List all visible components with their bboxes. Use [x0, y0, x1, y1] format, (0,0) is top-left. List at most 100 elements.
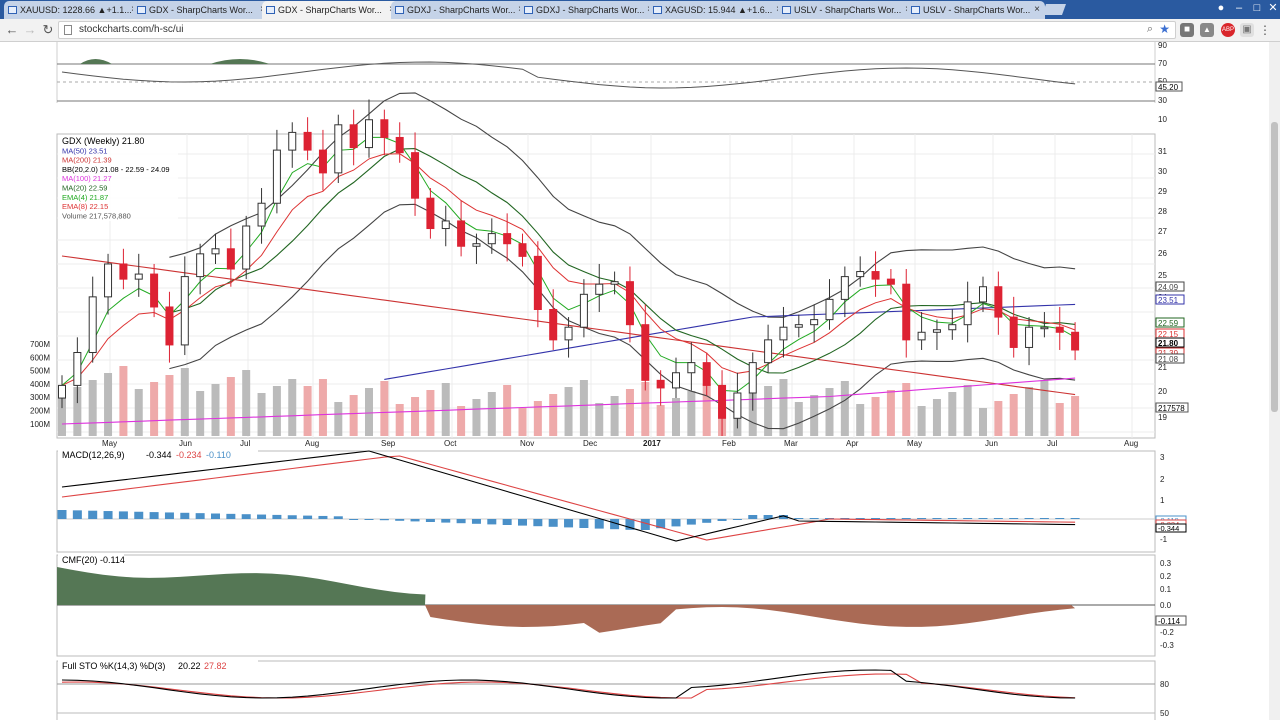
extension-icon[interactable]: ■ [1180, 23, 1194, 37]
volume-bar [886, 390, 895, 436]
macd-axis-tick: 2 [1160, 475, 1165, 484]
volume-bar [810, 395, 819, 436]
macd-histogram-bar [963, 518, 973, 519]
browser-tab[interactable]: GDXJ - SharpCharts Wor...× [391, 1, 529, 19]
macd-histogram-bar [855, 518, 865, 519]
macd-histogram-bar [1009, 518, 1019, 519]
macd-histogram-bar [272, 514, 282, 519]
price-candle [825, 298, 834, 321]
browser-tab[interactable]: USLV - SharpCharts Wor...× [907, 1, 1045, 19]
volume-bar [288, 379, 297, 436]
ma50-line [384, 303, 1076, 380]
rsi-line [61, 61, 1076, 89]
close-window-button[interactable]: ✕ [1268, 2, 1278, 14]
price-candle [104, 263, 113, 298]
price-candle [810, 319, 819, 326]
price-candle [58, 384, 66, 399]
price-candle [1040, 326, 1049, 330]
ma100-line [61, 377, 1076, 425]
volume-bar [88, 380, 97, 436]
volume-bar [979, 408, 987, 436]
price-candle [472, 243, 481, 247]
volume-bar [180, 368, 189, 436]
price-candle [533, 255, 542, 310]
minimize-button[interactable]: – [1235, 2, 1243, 14]
price-candle [687, 362, 696, 374]
price-candle [871, 271, 880, 280]
x-axis-label: May [907, 439, 922, 448]
macd-histogram-bar [871, 518, 881, 519]
vertical-scrollbar[interactable] [1269, 42, 1280, 720]
volume-bar [1040, 380, 1049, 436]
price-axis-tick: 20 [1158, 387, 1167, 396]
tab-favicon-icon [653, 6, 662, 14]
price-candle [917, 331, 926, 341]
price-candle [150, 273, 159, 308]
volume-bar [487, 392, 496, 436]
stoch-d-line [61, 673, 1076, 699]
ma20-line [169, 148, 1076, 374]
sto-legend-k: 20.22 [178, 661, 201, 671]
browser-tab[interactable]: GDX - SharpCharts Wor...× [133, 1, 271, 19]
volume-bar [272, 386, 281, 436]
macd-histogram-bar [1039, 518, 1049, 519]
volume-bar [1071, 396, 1080, 436]
price-candle [272, 149, 281, 204]
forward-arrow-icon[interactable]: → [23, 22, 37, 37]
legend-entry: MA(200) 21.39 [62, 156, 112, 165]
x-axis-label: Aug [1124, 439, 1138, 448]
volume-bar [303, 386, 312, 436]
macd-histogram-bar [640, 519, 650, 530]
x-axis-label: Feb [722, 439, 736, 448]
scrollbar-thumb[interactable] [1271, 122, 1278, 412]
macd-histogram-bar [211, 513, 220, 519]
tab-close-icon[interactable]: × [1034, 4, 1040, 15]
menu-kebab-icon[interactable]: ⋮ [1259, 23, 1271, 37]
maximize-button[interactable]: □ [1253, 2, 1261, 14]
url-input[interactable]: stockcharts.com/h-sc/ui ⌕ ★ [58, 21, 1176, 39]
volume-bar [518, 408, 527, 436]
extension-two-icon[interactable]: ▲ [1200, 23, 1214, 37]
cmf-right-label: -0.114 [1158, 617, 1181, 626]
profile-icon[interactable]: ● [1217, 2, 1225, 14]
macd-histogram-bar [195, 513, 205, 519]
price-candle [334, 124, 343, 174]
volume-bar [119, 366, 128, 436]
volume-bar [104, 373, 113, 436]
volume-bar [579, 380, 588, 436]
price-axis-tick: 31 [1158, 147, 1167, 156]
volume-bar [457, 406, 466, 436]
price-axis-tick: 28 [1158, 207, 1167, 216]
macd-legend-value: -0.344 [146, 450, 172, 460]
macd-histogram-bar [1070, 518, 1080, 519]
volume-bar [242, 370, 251, 436]
price-candle [303, 131, 312, 151]
price-candle [902, 283, 911, 341]
macd-histogram-bar [88, 510, 98, 519]
tab-favicon-icon [8, 6, 17, 14]
back-arrow-icon[interactable]: ← [5, 22, 19, 37]
macd-histogram-bar [518, 519, 527, 526]
volume-bar [73, 387, 82, 436]
bookmark-star-icon[interactable]: ★ [1159, 22, 1170, 36]
browser-tab[interactable]: XAUUSD: 1228.66 ▲+1.1...× [4, 1, 142, 19]
rsi-axis-tick: 10 [1158, 115, 1167, 124]
macd-histogram-bar [809, 518, 819, 519]
adblock-icon[interactable]: ABP [1221, 23, 1235, 37]
browser-tab[interactable]: GDXJ - SharpCharts Wor...× [520, 1, 658, 19]
cast-icon[interactable]: ▣ [1240, 23, 1254, 37]
volume-axis-tick: 100M [30, 420, 50, 429]
stochastic-panel: 80 50 Full STO %K(14,3) %D(3) 20.22 27.82 [56, 660, 1169, 725]
macd-histogram-bar [778, 515, 788, 519]
sto-legend-title: Full STO %K(14,3) %D(3) [62, 661, 165, 671]
browser-tab[interactable]: GDX - SharpCharts Wor...× [262, 1, 400, 20]
price-panel-frame [56, 133, 1156, 439]
reload-icon[interactable]: ↻ [42, 22, 54, 37]
browser-tab[interactable]: USLV - SharpCharts Wor...× [778, 1, 916, 19]
browser-tab[interactable]: XAGUSD: 15.944 ▲+1.6...× [649, 1, 787, 19]
price-candle [948, 324, 957, 331]
new-tab-button[interactable] [1041, 4, 1067, 15]
zoom-icon[interactable]: ⌕ [1146, 23, 1153, 35]
macd-histogram-bar [425, 519, 435, 522]
